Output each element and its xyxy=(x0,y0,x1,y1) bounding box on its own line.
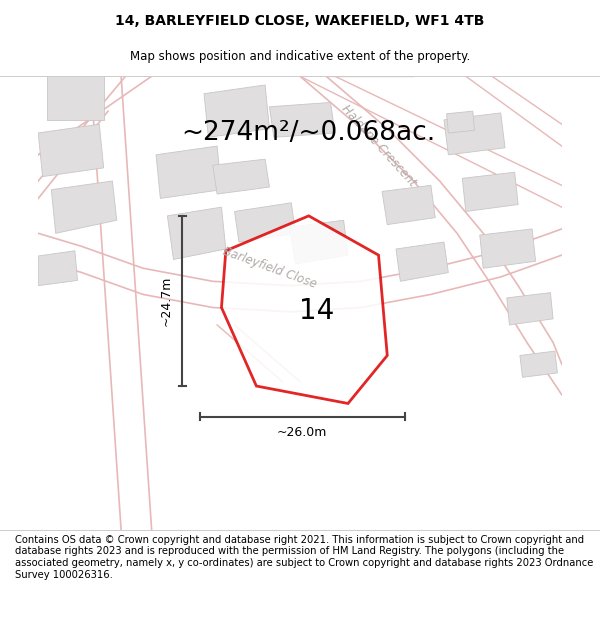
Text: Map shows position and indicative extent of the property.: Map shows position and indicative extent… xyxy=(130,50,470,63)
Polygon shape xyxy=(204,85,269,138)
Polygon shape xyxy=(52,181,117,233)
Polygon shape xyxy=(167,207,226,259)
Polygon shape xyxy=(444,113,505,155)
Polygon shape xyxy=(47,76,104,120)
Polygon shape xyxy=(221,216,387,404)
Polygon shape xyxy=(520,351,557,378)
Polygon shape xyxy=(507,292,553,325)
Text: Haldane Crescent: Haldane Crescent xyxy=(338,102,418,189)
Polygon shape xyxy=(156,146,221,198)
Text: ~24.7m: ~24.7m xyxy=(160,276,173,326)
Polygon shape xyxy=(480,229,536,268)
Text: 14: 14 xyxy=(299,297,334,324)
Polygon shape xyxy=(213,159,269,194)
Text: ~26.0m: ~26.0m xyxy=(277,426,328,439)
Polygon shape xyxy=(290,220,348,264)
Text: Contains OS data © Crown copyright and database right 2021. This information is : Contains OS data © Crown copyright and d… xyxy=(15,535,593,579)
Polygon shape xyxy=(38,251,77,286)
Polygon shape xyxy=(396,242,448,281)
Text: 14, BARLEYFIELD CLOSE, WAKEFIELD, WF1 4TB: 14, BARLEYFIELD CLOSE, WAKEFIELD, WF1 4T… xyxy=(115,14,485,28)
Text: Barleyfield Close: Barleyfield Close xyxy=(221,245,318,291)
Polygon shape xyxy=(382,186,435,224)
Polygon shape xyxy=(269,102,335,138)
Polygon shape xyxy=(446,111,475,133)
Text: ~274m²/~0.068ac.: ~274m²/~0.068ac. xyxy=(182,120,436,146)
Polygon shape xyxy=(463,173,518,211)
Polygon shape xyxy=(235,202,296,242)
Polygon shape xyxy=(38,124,104,177)
